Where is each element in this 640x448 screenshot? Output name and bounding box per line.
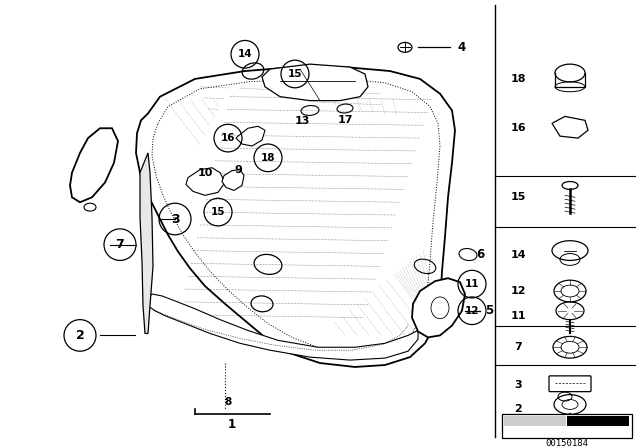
Polygon shape <box>136 67 455 367</box>
Text: 15: 15 <box>211 207 225 217</box>
Text: 2: 2 <box>514 405 522 414</box>
Text: 15: 15 <box>510 192 525 202</box>
Text: 6: 6 <box>476 248 484 261</box>
Text: 14: 14 <box>237 49 252 59</box>
Text: 7: 7 <box>514 342 522 352</box>
Text: 7: 7 <box>116 238 124 251</box>
Polygon shape <box>140 153 153 333</box>
Text: 15: 15 <box>288 69 302 79</box>
Text: 12: 12 <box>465 306 479 316</box>
Polygon shape <box>222 170 244 190</box>
Text: 13: 13 <box>294 116 310 126</box>
Text: 3: 3 <box>514 380 522 390</box>
Text: 16: 16 <box>510 123 526 133</box>
Text: 8: 8 <box>225 397 232 408</box>
Polygon shape <box>148 294 418 360</box>
Polygon shape <box>70 128 118 202</box>
Polygon shape <box>186 168 225 195</box>
Text: 14: 14 <box>510 250 526 259</box>
Polygon shape <box>262 64 368 101</box>
Text: 4: 4 <box>458 41 466 54</box>
Text: 18: 18 <box>260 153 275 163</box>
Text: 18: 18 <box>510 74 525 84</box>
Text: 16: 16 <box>221 133 236 143</box>
FancyBboxPatch shape <box>549 376 591 392</box>
Polygon shape <box>236 126 265 146</box>
Bar <box>504 416 566 426</box>
Text: 10: 10 <box>197 168 212 178</box>
Text: 9: 9 <box>234 165 242 175</box>
Text: 3: 3 <box>171 212 179 225</box>
Text: 1: 1 <box>228 418 236 431</box>
Text: 11: 11 <box>510 310 525 321</box>
Text: 5: 5 <box>485 304 493 317</box>
Text: 00150184: 00150184 <box>545 439 589 448</box>
Polygon shape <box>185 87 440 326</box>
Text: 2: 2 <box>76 329 84 342</box>
Bar <box>567 416 629 426</box>
Polygon shape <box>412 278 465 337</box>
Text: 12: 12 <box>510 286 525 296</box>
Text: 17: 17 <box>337 115 353 125</box>
Bar <box>502 414 632 438</box>
Text: 11: 11 <box>465 279 479 289</box>
Polygon shape <box>552 116 588 138</box>
